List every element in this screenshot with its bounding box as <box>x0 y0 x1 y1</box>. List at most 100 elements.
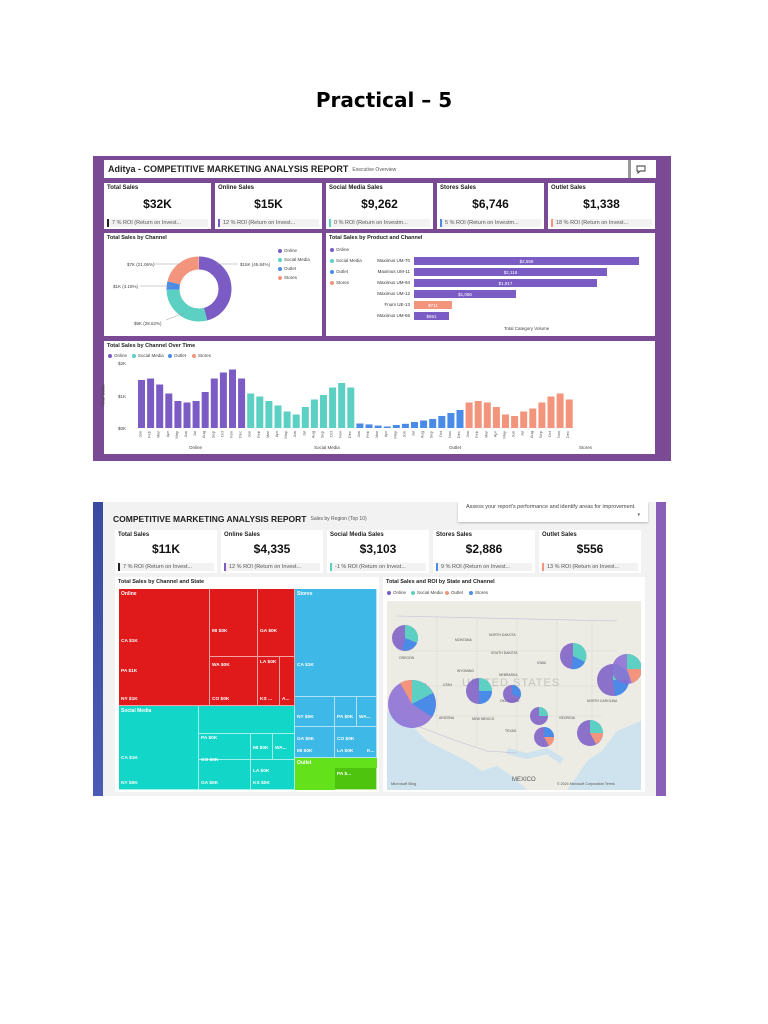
kpi-online-sales[interactable]: Online Sales $15K 12 % ROI (Return on In… <box>215 183 322 229</box>
treemap-label: PA $1K <box>121 669 138 674</box>
panel-sales-by-channel[interactable]: Total Sales by Channel $15K (45.84%) $7K… <box>104 233 322 336</box>
treemap-social-media[interactable]: Social Media CA $1K NY $0K PA $0K CO $0K… <box>119 706 295 790</box>
treemap-online[interactable]: Online CA $1K PA $1K NY $1K MI $0K GA $0… <box>119 589 295 706</box>
panel-sales-by-channel-and-state[interactable]: Total Sales by Channel and State Online … <box>115 577 379 792</box>
pie-slice-stores <box>512 685 521 698</box>
column-bar <box>347 387 355 428</box>
treemap-cell[interactable] <box>210 589 258 657</box>
pie-marker-wa <box>392 625 418 651</box>
comment-icon[interactable] <box>628 160 650 178</box>
panel-sales-and-roi-map[interactable]: Total Sales and ROI by State and Channel… <box>383 577 645 792</box>
bar-maximus-um-66[interactable] <box>414 312 449 320</box>
treemap-cell[interactable] <box>295 727 335 758</box>
y-tick: $1K <box>118 394 127 399</box>
treemap-cell[interactable] <box>295 697 335 727</box>
kpi-outlet-sales[interactable]: Outlet Sales $1,338 18 % ROI (Return on … <box>548 183 655 229</box>
kpi-stores-sales[interactable]: Stores Sales $6,746 5 % ROI (Return on I… <box>437 183 544 229</box>
treemap-label: PA $0K <box>337 715 354 720</box>
donut-label-stores: $7K (21.06%) <box>127 262 155 267</box>
x-tick-month: Jul <box>520 431 525 436</box>
column-bar <box>465 402 473 428</box>
x-tick-month: Sep <box>538 430 543 438</box>
treemap-label: MI $0K <box>297 749 313 754</box>
treemap-cell[interactable] <box>199 734 251 760</box>
treemap-cell[interactable] <box>199 760 251 790</box>
kpi-roi: 18 % ROI (Return on Invest... <box>551 219 652 227</box>
kpi-roi: 7 % ROI (Return on Invest... <box>118 563 214 571</box>
column-bar <box>174 401 182 428</box>
treemap-cell[interactable] <box>273 734 295 760</box>
kpi-label: Online Sales <box>218 185 255 191</box>
treemap-cell[interactable] <box>280 657 295 706</box>
kpi-total-sales[interactable]: Total Sales $32K 7 % ROI (Return on Inve… <box>104 183 211 229</box>
bar-label: Maximus UM-66 <box>377 313 410 318</box>
panel-title: Total Sales by Product and Channel <box>329 235 423 241</box>
treemap-cell[interactable] <box>258 657 280 706</box>
treemap-cell[interactable] <box>357 697 377 727</box>
panel-sales-by-product[interactable]: Total Sales by Product and Channel Onlin… <box>326 233 655 336</box>
kpi-stores-sales[interactable]: Stores Sales $2,886 9 % ROI (Return on I… <box>433 530 535 573</box>
column-bar <box>520 411 528 428</box>
column-bar <box>356 423 364 428</box>
bar-maximus-um-12[interactable] <box>414 290 516 298</box>
panel-sales-over-time[interactable]: Total Sales by Channel Over Time Online … <box>101 341 655 454</box>
dashboard-sales-by-region: COMPETITIVE MARKETING ANALYSIS REPORT Sa… <box>93 502 666 796</box>
pie-marker-ga <box>577 720 603 746</box>
bar-maximus-um-94[interactable] <box>414 279 597 287</box>
y-tick: $0K <box>118 426 127 431</box>
x-group-stores: Stores <box>579 445 593 450</box>
pie-slice-stores <box>412 693 436 717</box>
kpi-online-sales[interactable]: Online Sales $4,335 12 % ROI (Return on … <box>221 530 323 573</box>
kpi-social-media-sales[interactable]: Social Media Sales $3,103 -1 % ROI (Retu… <box>327 530 429 573</box>
map-label: GEORGIA <box>559 716 575 720</box>
report-subtitle: Sales by Region (Top 10) <box>310 516 367 522</box>
bar-maximus-um-70[interactable] <box>414 257 639 265</box>
bar-fnum-ue-13[interactable] <box>414 301 452 309</box>
kpi-social-media-sales[interactable]: Social Media Sales $9,262 0 % ROI (Retur… <box>326 183 433 229</box>
treemap-cell[interactable] <box>258 589 295 657</box>
kpi-total-sales[interactable]: Total Sales $11K 7 % ROI (Return on Inve… <box>115 530 217 573</box>
treemap-stores[interactable]: Stores CA $1K NY $0K PA $0K WA... GA $0K… <box>295 589 377 758</box>
pie-slice-social <box>590 720 603 733</box>
column-chart: Jan Feb Mar Apr May Jun Jul Aug Sep Oct Nov Dec Jan F… <box>138 369 573 439</box>
map-canvas[interactable]: NORTH DAKOTA SOUTH DAKOTA OREGON MONTANA… <box>387 601 641 790</box>
x-tick-month: Mar <box>374 430 379 438</box>
pie-slice-stores <box>571 656 585 670</box>
column-bar <box>483 402 491 428</box>
chevron-down-icon[interactable]: ▾ <box>637 512 640 518</box>
treemap-cell[interactable] <box>119 706 199 790</box>
bar-maximus-um-11[interactable] <box>414 268 607 276</box>
treemap-cell[interactable] <box>119 589 210 706</box>
bar-value: $711 <box>428 303 438 308</box>
column-bar <box>529 408 537 428</box>
legend-social-media: Social Media <box>330 258 362 263</box>
kpi-label: Stores Sales <box>436 532 473 538</box>
pie-marker-mi <box>560 642 587 670</box>
x-tick-month: Aug <box>201 431 206 438</box>
treemap-cell[interactable] <box>251 760 295 790</box>
kpi-outlet-sales[interactable]: Outlet Sales $556 13 % ROI (Return on In… <box>539 530 641 573</box>
bar-value: $1,066 <box>458 292 472 297</box>
us-border <box>396 615 618 622</box>
treemap-label: GA $0K <box>201 781 219 786</box>
treemap-cell[interactable] <box>335 727 377 758</box>
treemap-label: WA $0K <box>212 663 230 668</box>
x-tick-month: Dec <box>456 431 461 438</box>
treemap-cell[interactable] <box>210 657 258 706</box>
treemap-outlet[interactable]: Outlet PA $... <box>295 758 377 790</box>
donut-slice-social-media <box>166 256 232 322</box>
treemap-cell[interactable] <box>251 734 273 760</box>
bar-value: $2,118 <box>503 270 518 275</box>
treemap-label: LA $0K <box>253 769 270 774</box>
treemap-label: MI $0K <box>212 629 228 634</box>
treemap-cell[interactable] <box>335 697 357 727</box>
column-bar <box>210 378 218 428</box>
pie-slice-stores <box>613 680 630 696</box>
x-tick-month: Sep <box>210 430 215 438</box>
legend-outlet: Outlet <box>445 590 463 595</box>
treemap-cell[interactable] <box>335 768 377 790</box>
treemap-cell[interactable] <box>199 706 295 734</box>
column-bar <box>547 396 555 428</box>
treemap-cell[interactable] <box>295 589 377 697</box>
kpi-value: $1,338 <box>583 197 620 211</box>
